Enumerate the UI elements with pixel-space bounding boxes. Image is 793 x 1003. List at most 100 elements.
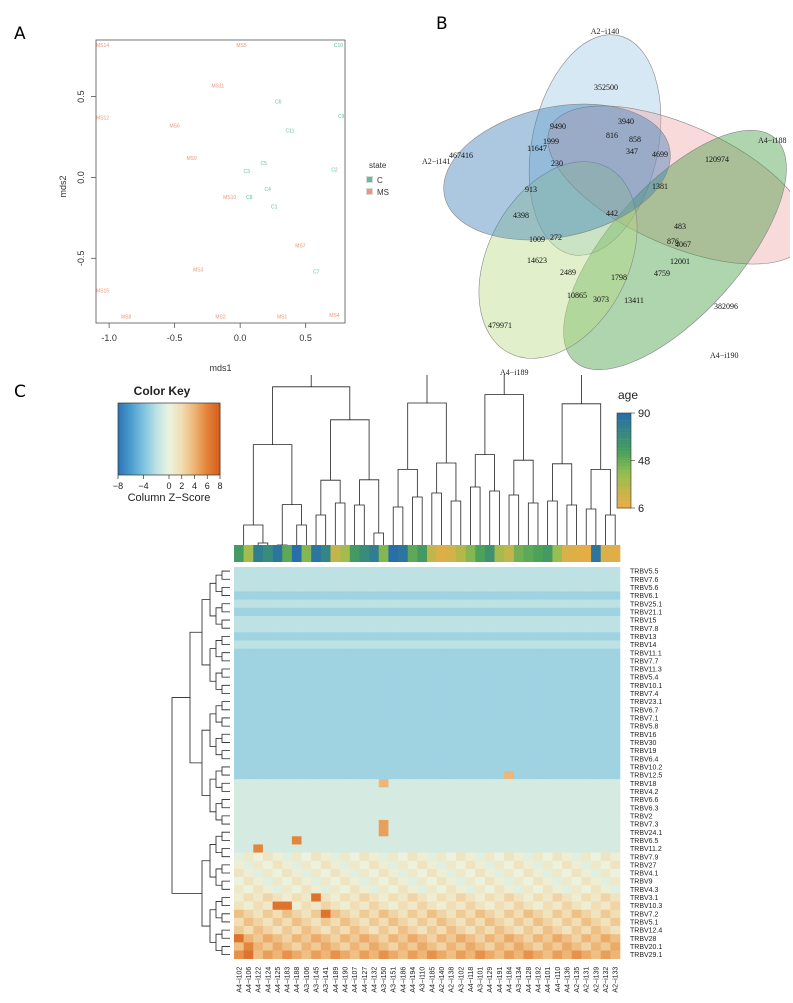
heatmap-cell [301, 844, 312, 853]
heatmap-cell [272, 762, 283, 772]
heatmap-cell [513, 860, 524, 870]
heatmap-cell [320, 811, 331, 821]
heatmap-cell [484, 926, 495, 935]
heatmap-cell [562, 648, 573, 658]
age-key-bin [617, 458, 631, 461]
heatmap-cell [455, 624, 466, 633]
heatmap-cell [282, 754, 293, 764]
heatmap-cell [446, 705, 457, 715]
heatmap-cell [398, 762, 408, 772]
heatmap-cell [504, 615, 515, 625]
venn-region-count: 14623 [527, 256, 547, 265]
heatmap-cell [330, 893, 341, 902]
heatmap-cell [533, 656, 544, 666]
venn-set-3 [563, 130, 787, 370]
heatmap-cell [243, 901, 254, 911]
heatmap-cell [311, 624, 322, 633]
heatmap-cell [610, 877, 621, 886]
heatmap-cell [234, 722, 244, 731]
row-label: TRBV24.1 [630, 830, 662, 837]
heatmap-cell [446, 844, 457, 853]
heatmap-cell [542, 852, 553, 862]
heatmap-cell [330, 599, 341, 609]
row-dendrogram-branch [221, 782, 230, 792]
heatmap-cell [320, 567, 331, 576]
heatmap-cell [340, 779, 351, 788]
heatmap-cell [282, 942, 293, 951]
heatmap-cell [243, 795, 254, 804]
heatmap-cell [581, 819, 592, 829]
heatmap-cell [234, 860, 244, 870]
row-label: TRBV6.1 [630, 593, 659, 600]
heatmap-cell [600, 762, 611, 772]
heatmap-cell [262, 591, 273, 600]
heatmap-cell [581, 583, 592, 592]
heatmap-cell [272, 852, 283, 862]
heatmap-cell [455, 673, 466, 682]
row-label: TRBV18 [630, 781, 657, 788]
heatmap-cell [417, 673, 428, 682]
heatmap-cell [291, 640, 302, 649]
heatmap-cell [533, 615, 544, 625]
heatmap-cell [581, 681, 592, 690]
heatmap-cell [562, 705, 573, 715]
heatmap-cell [427, 926, 437, 935]
heatmap-cell [465, 697, 476, 707]
heatmap-cell [475, 575, 486, 584]
heatmap-cell [291, 738, 302, 747]
heatmap-cell [243, 615, 254, 625]
heatmap-cell [234, 689, 244, 698]
heatmap-cell [349, 567, 360, 576]
heatmap-cell [234, 795, 244, 804]
point-label-ms15: MS15 [96, 289, 109, 295]
row-label: TRBV16 [630, 732, 657, 739]
heatmap-cell [571, 852, 582, 862]
age-key-bin [617, 460, 631, 464]
heatmap-cell [243, 942, 254, 951]
heatmap-cell [253, 828, 264, 837]
column-label: A4−i190 [342, 967, 349, 993]
color-key-bin [138, 403, 141, 475]
heatmap-cell [581, 632, 592, 641]
heatmap-cell [513, 632, 524, 641]
heatmap-cell [417, 746, 428, 755]
heatmap-cell [513, 624, 524, 633]
heatmap-cell [562, 811, 573, 821]
heatmap-cell [301, 917, 312, 927]
heatmap-cell [523, 591, 534, 600]
heatmap-cell [407, 901, 418, 911]
column-label: A4−i186 [400, 967, 407, 993]
heatmap-cell [465, 583, 476, 592]
venn-region-count: 2489 [560, 268, 576, 277]
row-dendrogram-branch [221, 587, 230, 596]
heatmap-cell [465, 754, 476, 764]
heatmap-cell [552, 828, 563, 837]
heatmap-cell [253, 567, 264, 576]
column-label: A4−i128 [526, 967, 533, 993]
heatmap-cell [253, 950, 264, 959]
heatmap-cell [378, 795, 389, 804]
heatmap-cell [282, 811, 293, 821]
age-bar-cell [504, 545, 515, 562]
heatmap-cell [465, 673, 476, 682]
heatmap-cell [610, 624, 621, 633]
heatmap-cell [291, 844, 302, 853]
column-label: A2−i133 [613, 967, 620, 993]
heatmap-cell [465, 787, 476, 796]
heatmap-cell [446, 607, 457, 617]
color-key-bin [144, 403, 147, 475]
row-label: TRBV25.1 [630, 601, 662, 608]
venn-region-count: 1381 [652, 182, 668, 191]
column-label: A4−i110 [555, 967, 562, 992]
heatmap-cell [349, 730, 360, 739]
row-dendrogram-branch [221, 668, 230, 678]
heatmap-cell [378, 852, 389, 862]
heatmap-cell [494, 909, 505, 919]
heatmap-cell [542, 926, 553, 935]
heatmap-cell [504, 705, 515, 715]
heatmap-cell [562, 754, 573, 764]
heatmap-cell [330, 640, 341, 649]
heatmap-cell [311, 909, 322, 919]
heatmap-cell [523, 844, 534, 853]
heatmap-cell [378, 885, 389, 894]
